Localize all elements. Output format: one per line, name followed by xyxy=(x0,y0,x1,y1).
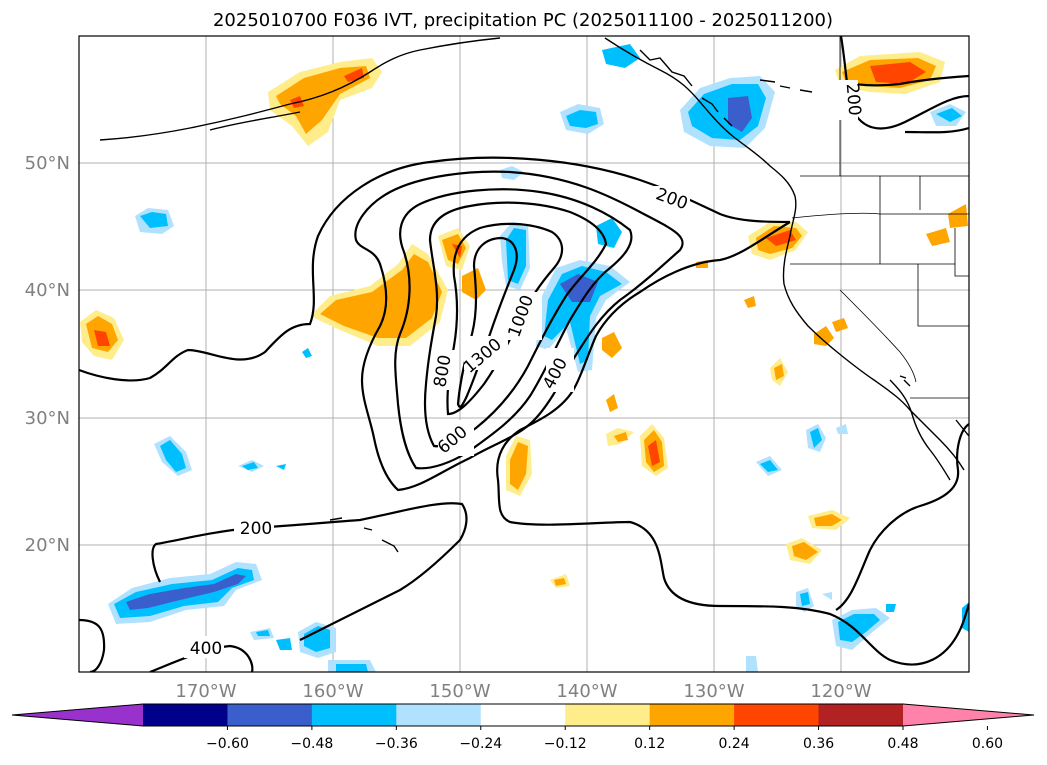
colorbar-tick-label: 0.24 xyxy=(719,736,750,752)
lat-label: 30°N xyxy=(25,408,70,429)
lat-label: 50°N xyxy=(25,153,70,174)
colorbar-tick-label: −0.36 xyxy=(375,736,418,752)
colorbar-segment xyxy=(311,704,397,726)
map-area xyxy=(79,36,969,672)
contour-label: 200 xyxy=(842,83,865,117)
colorbar-tick-label: −0.60 xyxy=(206,736,249,752)
colorbar-segment xyxy=(734,704,820,726)
colorbar-tick-label: 0.48 xyxy=(887,736,918,752)
map-title: 2025010700 F036 IVT, precipitation PC (2… xyxy=(213,10,833,31)
colorbar-segment xyxy=(480,704,566,726)
contour-label: 200 xyxy=(240,519,272,539)
colorbar-tick-label: 0.60 xyxy=(972,736,1003,752)
longitude-labels: 170°W 160°W 150°W 140°W 130°W 120°W xyxy=(175,681,871,702)
colorbar-segment xyxy=(818,704,904,726)
colorbar-tick-label: −0.48 xyxy=(290,736,333,752)
colorbar-ticks: −0.60 −0.48 −0.36 −0.24 −0.12 0.12 0.24 0.36 0.4… xyxy=(206,726,1003,752)
colorbar-segment xyxy=(227,704,313,726)
gridlines xyxy=(79,36,969,672)
colorbar xyxy=(11,703,1035,727)
colorbar-tick-label: −0.24 xyxy=(459,736,502,752)
lon-label: 170°W xyxy=(175,681,236,702)
colorbar-segment xyxy=(143,704,228,726)
coastlines xyxy=(99,37,969,553)
lat-label: 20°N xyxy=(25,535,70,556)
colorbar-segment xyxy=(903,704,1034,726)
lat-label: 40°N xyxy=(25,280,70,301)
colorbar-segment xyxy=(12,704,143,726)
latitude-labels: 50°N 40°N 30°N 20°N xyxy=(25,153,70,556)
lon-label: 160°W xyxy=(302,681,363,702)
precip-anomalies xyxy=(80,44,969,672)
colorbar-outline xyxy=(11,703,1035,727)
colorbar-segment xyxy=(396,704,482,726)
colorbar-tick-label: −0.12 xyxy=(544,736,587,752)
colorbar-tick-label: 0.36 xyxy=(803,736,834,752)
lon-label: 150°W xyxy=(429,681,490,702)
colorbar-segment xyxy=(649,704,735,726)
contour-label: 400 xyxy=(190,639,222,659)
colorbar-segment xyxy=(565,704,651,726)
lon-label: 130°W xyxy=(683,681,744,702)
lon-label: 140°W xyxy=(556,681,617,702)
map-frame xyxy=(78,35,970,673)
colorbar-tick-label: 0.12 xyxy=(634,736,665,752)
lon-label: 120°W xyxy=(810,681,871,702)
